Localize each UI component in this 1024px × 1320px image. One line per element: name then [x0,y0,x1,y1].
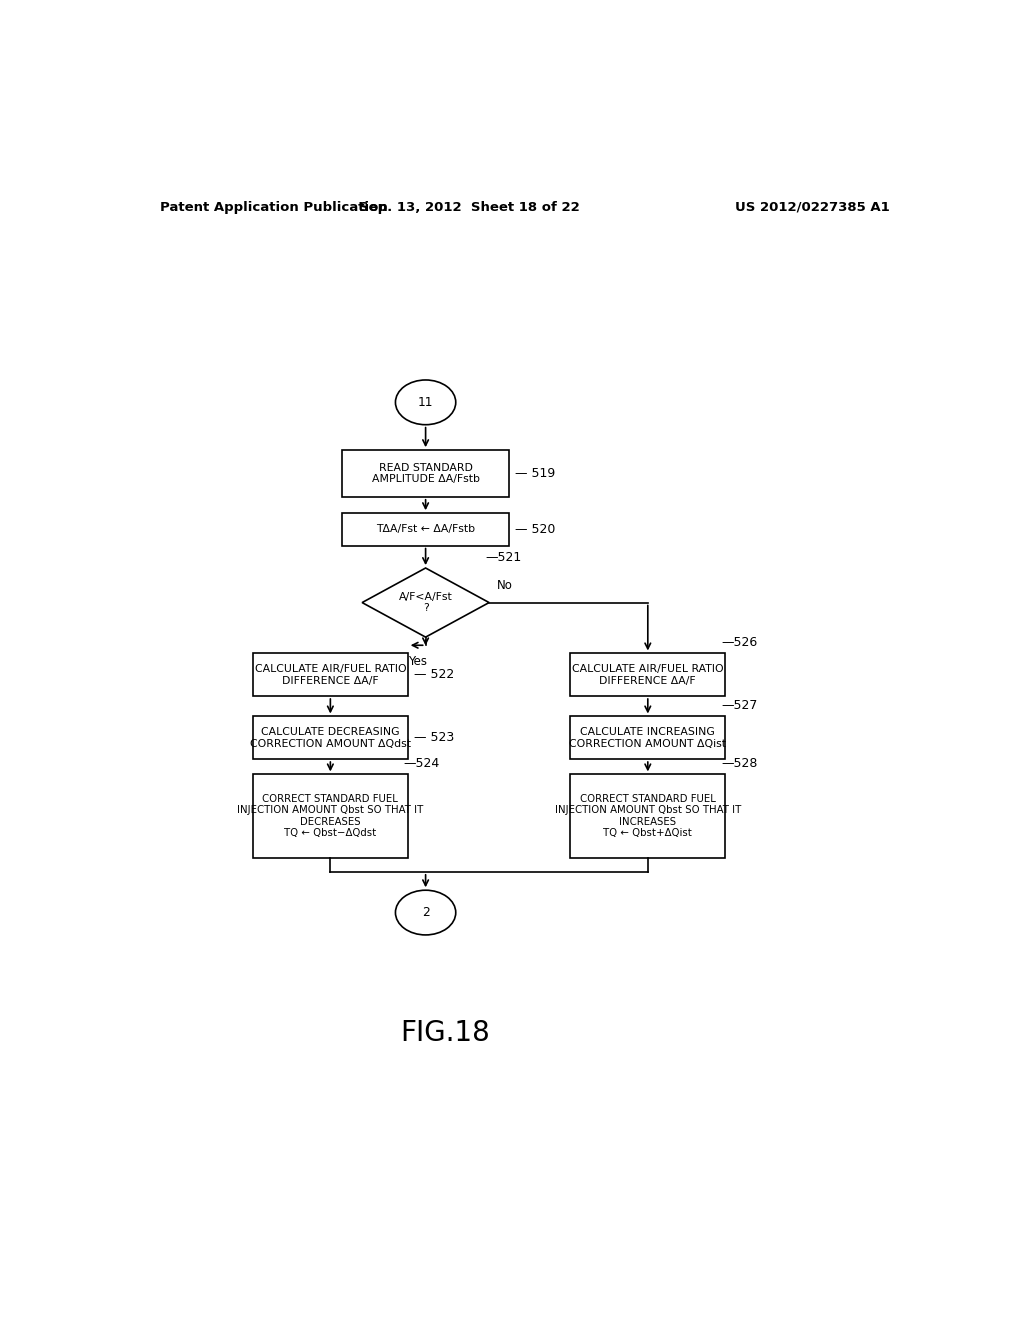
Text: READ STANDARD
AMPLITUDE ΔA/Fstb: READ STANDARD AMPLITUDE ΔA/Fstb [372,463,479,484]
Bar [253,653,408,696]
Text: — 519: — 519 [515,467,556,480]
Bar [570,775,725,858]
Ellipse shape [395,890,456,935]
Text: A/F<A/Fst
?: A/F<A/Fst ? [398,591,453,614]
Text: — 520: — 520 [515,523,556,536]
Text: No: No [497,579,513,593]
Polygon shape [362,568,489,638]
Text: Yes: Yes [409,656,427,668]
Text: CORRECT STANDARD FUEL
INJECTION AMOUNT Qbst SO THAT IT
INCREASES
TQ ← Qbst+ΔQist: CORRECT STANDARD FUEL INJECTION AMOUNT Q… [555,793,741,838]
Text: —526: —526 [721,636,758,649]
Bar [342,450,509,496]
Bar [342,513,509,545]
Text: —521: —521 [485,550,521,564]
Bar [570,653,725,696]
Bar [570,717,725,759]
Text: 2: 2 [422,906,429,919]
Text: CALCULATE DECREASING
CORRECTION AMOUNT ΔQdst: CALCULATE DECREASING CORRECTION AMOUNT Δ… [250,727,411,748]
Text: TΔA/Fst ← ΔA/Fstb: TΔA/Fst ← ΔA/Fstb [376,524,475,535]
Text: Sep. 13, 2012  Sheet 18 of 22: Sep. 13, 2012 Sheet 18 of 22 [358,201,580,214]
Text: — 523: — 523 [414,731,455,744]
Text: CALCULATE AIR/FUEL RATIO
DIFFERENCE ΔA/F: CALCULATE AIR/FUEL RATIO DIFFERENCE ΔA/F [572,664,724,685]
Text: CALCULATE INCREASING
CORRECTION AMOUNT ΔQist: CALCULATE INCREASING CORRECTION AMOUNT Δ… [569,727,726,748]
Bar [253,775,408,858]
Text: —527: —527 [721,700,758,713]
Text: — 522: — 522 [414,668,455,681]
Text: —524: —524 [403,758,440,771]
Text: —528: —528 [721,758,758,771]
Text: FIG.18: FIG.18 [400,1019,490,1047]
Text: 11: 11 [418,396,433,409]
Ellipse shape [395,380,456,425]
Text: Patent Application Publication: Patent Application Publication [160,201,387,214]
Text: CALCULATE AIR/FUEL RATIO
DIFFERENCE ΔA/F: CALCULATE AIR/FUEL RATIO DIFFERENCE ΔA/F [255,664,407,685]
Bar [253,717,408,759]
Text: CORRECT STANDARD FUEL
INJECTION AMOUNT Qbst SO THAT IT
DECREASES
TQ ← Qbst−ΔQdst: CORRECT STANDARD FUEL INJECTION AMOUNT Q… [238,793,424,838]
Text: US 2012/0227385 A1: US 2012/0227385 A1 [735,201,890,214]
